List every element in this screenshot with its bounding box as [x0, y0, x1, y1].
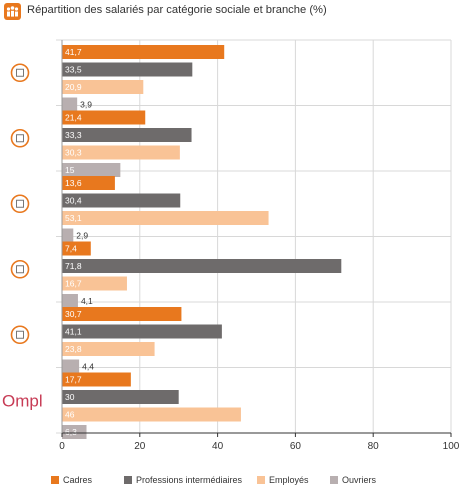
data-label: 17,7 [65, 375, 82, 385]
data-label: 15 [65, 165, 75, 175]
legend-label: Ouvriers [342, 475, 377, 485]
bar [62, 145, 180, 160]
bar [62, 228, 74, 243]
legend-item: Employés [257, 475, 309, 485]
data-label: 4,4 [82, 362, 94, 372]
bar [62, 176, 115, 190]
people-icon [4, 3, 21, 20]
bar [62, 97, 78, 112]
bar [62, 407, 241, 422]
bar [62, 276, 127, 291]
data-label: 30,3 [65, 148, 82, 158]
data-label: 41,1 [65, 327, 82, 337]
scales-of-justice-icon [10, 63, 30, 83]
data-label: 33,3 [65, 130, 82, 140]
ompl-logo: Ompl [2, 391, 43, 410]
stethoscope-icon [10, 194, 30, 214]
bar [62, 390, 179, 404]
bar [62, 62, 193, 77]
bar [62, 193, 181, 208]
legend-swatch [51, 476, 59, 484]
bar [62, 80, 144, 94]
bar [62, 163, 121, 177]
data-label: 7,4 [65, 244, 77, 254]
legend-swatch [124, 476, 132, 484]
data-label: 41,7 [65, 47, 82, 57]
legend-item: Ouvriers [330, 475, 376, 485]
bar [62, 342, 155, 356]
x-tick-label: 80 [368, 441, 380, 452]
bar [62, 324, 222, 339]
legend-label: Professions intermédiaires [136, 475, 243, 485]
medical-monitor-icon [10, 259, 30, 279]
icon-glyph [16, 265, 24, 274]
chart-title: Répartition des salariés par catégorie s… [27, 4, 327, 16]
icon-ring [10, 194, 30, 214]
icon-glyph [16, 68, 24, 77]
data-label: 13,6 [65, 178, 82, 188]
x-tick-label: 100 [443, 441, 460, 452]
data-label: 23,8 [65, 344, 82, 354]
x-tick-label: 0 [59, 441, 65, 452]
legend-swatch [330, 476, 338, 484]
data-label: 33,5 [65, 65, 82, 75]
bar-chart: 41,7 33,5 20,9 3,9 21,4 33,3 30,3 15 13,6 30,4 53,… [2, 39, 460, 452]
x-tick-label: 60 [290, 441, 302, 452]
data-label: 30,7 [65, 309, 82, 319]
legend-label: Employés [269, 475, 309, 485]
data-label: 53,1 [65, 213, 82, 223]
legend-item: Professions intermédiaires [124, 475, 242, 485]
icon-ring [10, 325, 30, 345]
legend-item: Cadres [51, 475, 92, 485]
data-label: 3,9 [80, 100, 92, 110]
data-label: 2,9 [76, 231, 88, 241]
icon-ring [10, 63, 30, 83]
icon-ring [10, 128, 30, 148]
pharmacy-icon [10, 325, 30, 345]
legend-swatch [257, 476, 265, 484]
data-label: 20,9 [65, 82, 82, 92]
x-tick-label: 20 [134, 441, 146, 452]
icon-glyph [16, 330, 24, 339]
bar [62, 307, 182, 321]
bar [62, 359, 80, 374]
data-label: 71,8 [65, 261, 82, 271]
bar [62, 259, 342, 273]
legend-label: Cadres [63, 475, 93, 485]
data-label: 4,1 [81, 296, 93, 306]
bar [62, 45, 225, 59]
data-label: 21,4 [65, 113, 82, 123]
bar [62, 372, 131, 387]
data-label: 30 [65, 392, 75, 402]
bar [62, 211, 269, 225]
bar [62, 425, 87, 439]
bar [62, 241, 91, 256]
bar [62, 110, 146, 125]
x-tick-label: 40 [212, 441, 224, 452]
data-label: 16,7 [65, 279, 82, 289]
icon-ring [10, 259, 30, 279]
bar [62, 128, 192, 142]
icon-glyph [16, 134, 24, 143]
house-icon [10, 128, 30, 148]
data-label: 30,4 [65, 196, 82, 206]
icon-glyph [16, 199, 24, 208]
bar [62, 294, 78, 308]
data-label: 6,3 [65, 427, 77, 437]
data-label: 46 [65, 410, 75, 420]
